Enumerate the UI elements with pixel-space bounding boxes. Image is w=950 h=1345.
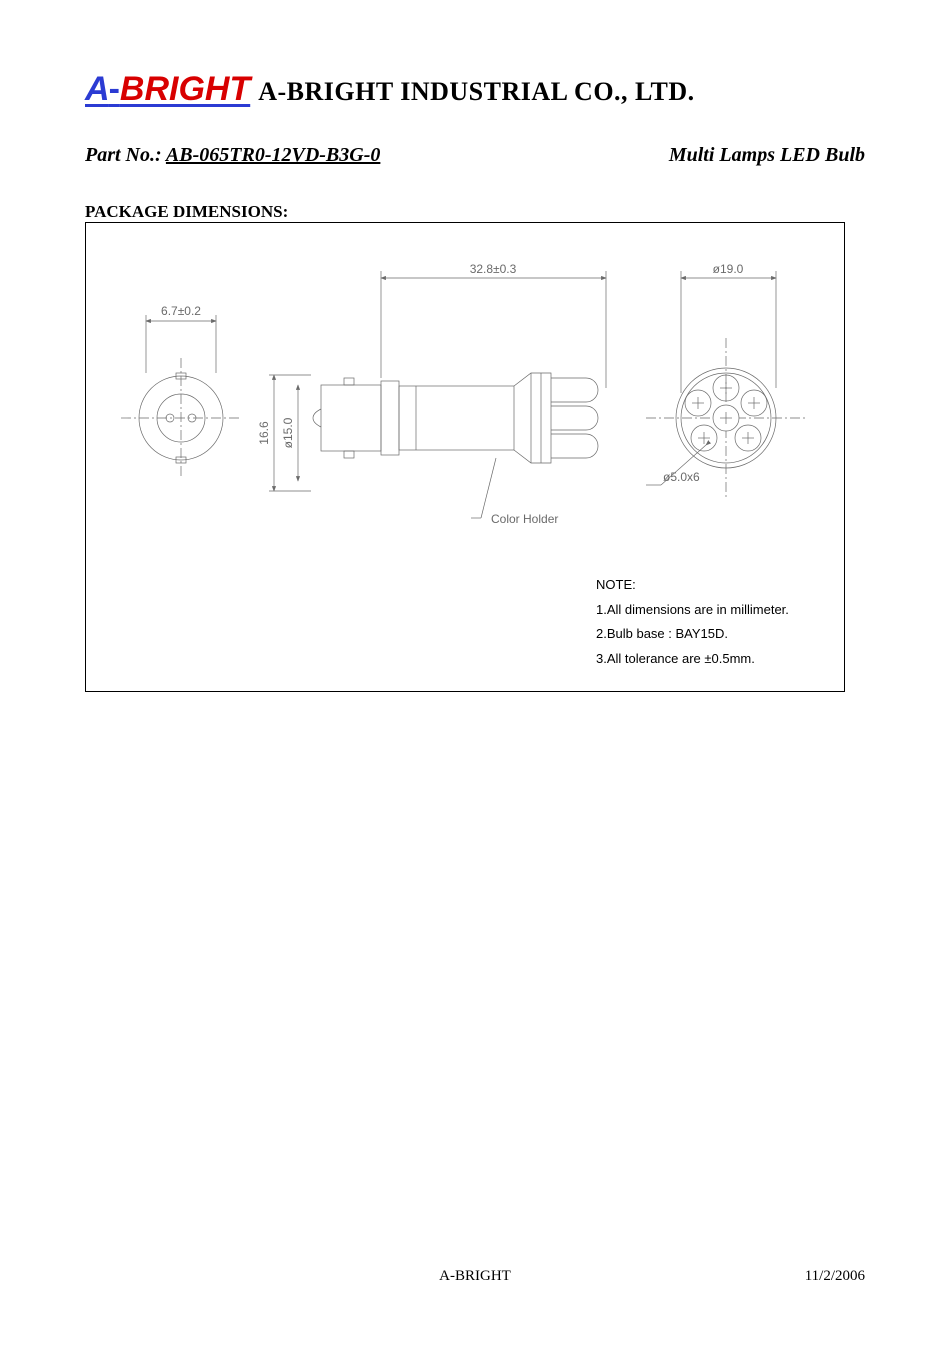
part-number-line: Part No.: AB-065TR0-12VD-B3G-0 [85,144,380,167]
note-item-2: 2.Bulb base : BAY15D. [596,622,789,647]
company-name: A-BRIGHT INDUSTRIAL CO., LTD. [258,77,694,107]
dim-overall-height: 16.6 [257,421,271,445]
dim-led-dia: ø5.0x6 [663,470,700,484]
logo-dash: - [109,70,120,109]
dim-base-width: 6.7±0.2 [161,304,201,318]
header: A-BRIGHT A-BRIGHT INDUSTRIAL CO., LTD. [85,70,865,109]
logo-a: A [85,70,109,109]
logo: A-BRIGHT [85,70,250,109]
note-item-1: 1.All dimensions are in millimeter. [596,598,789,623]
notes-block: NOTE: 1.All dimensions are in millimeter… [596,573,789,672]
dim-front-dia: ø19.0 [713,262,744,276]
part-label: Part No.: [85,144,166,166]
product-description: Multi Lamps LED Bulb [669,144,865,167]
notes-title: NOTE: [596,573,789,598]
logo-bright: BRIGHT [120,70,250,109]
page: A-BRIGHT A-BRIGHT INDUSTRIAL CO., LTD. P… [0,0,950,1345]
part-number: AB-065TR0-12VD-B3G-0 [166,144,380,166]
label-color-holder: Color Holder [491,512,558,526]
dim-barrel-dia: ø15.0 [281,417,295,448]
front-view: ø19.0 ø5.0x6 [646,262,806,498]
dim-body-length: 32.8±0.3 [470,262,517,276]
footer: A-BRIGHT 11/2/2006 [85,1268,865,1285]
section-title: PACKAGE DIMENSIONS: [85,202,865,222]
package-dimensions-diagram: 6.7±0.2 16.6 ø15.0 [85,222,845,692]
subheader: Part No.: AB-065TR0-12VD-B3G-0 Multi Lam… [85,144,865,167]
footer-center: A-BRIGHT [439,1268,511,1285]
left-view: 6.7±0.2 [121,304,241,478]
side-view: 16.6 ø15.0 [257,262,606,526]
footer-date: 11/2/2006 [805,1268,865,1285]
note-item-3: 3.All tolerance are ±0.5mm. [596,647,789,672]
